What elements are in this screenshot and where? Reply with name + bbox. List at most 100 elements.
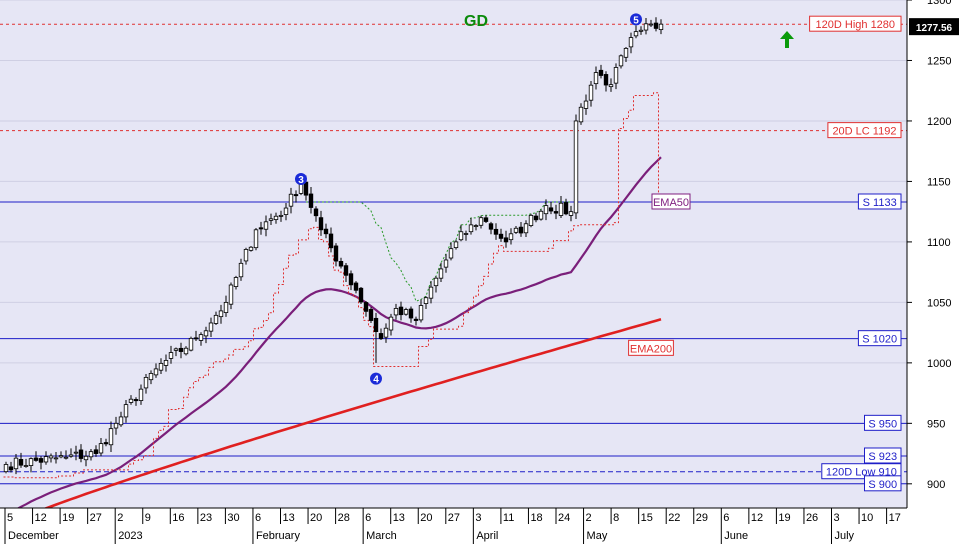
month-label-3: March bbox=[366, 530, 397, 542]
x-tick-label-1: 12 bbox=[35, 512, 47, 524]
candle-body-15 bbox=[78, 449, 84, 459]
level-label-7: S 900 bbox=[868, 479, 897, 491]
candle-body-65 bbox=[328, 233, 334, 249]
x-tick-label-20: 24 bbox=[558, 512, 570, 524]
candle-body-87 bbox=[438, 268, 444, 279]
ema-label-box-0 bbox=[651, 193, 691, 210]
donchian-channel-line bbox=[306, 201, 571, 302]
x-tick-label-26: 6 bbox=[723, 512, 729, 524]
candle-body-1 bbox=[8, 466, 14, 471]
x-tick-label-24: 22 bbox=[668, 512, 680, 524]
candle-body-78 bbox=[393, 308, 399, 316]
x-tick-label-3: 27 bbox=[90, 512, 102, 524]
level-label-box-7 bbox=[864, 475, 902, 492]
candle-body-54 bbox=[273, 215, 279, 220]
candle-body-9 bbox=[48, 455, 54, 459]
candle-body-12 bbox=[63, 456, 69, 459]
candle-body-63 bbox=[318, 217, 324, 231]
candle-body-94 bbox=[473, 225, 479, 227]
level-label-5: S 923 bbox=[868, 451, 897, 463]
x-tick-label-12: 28 bbox=[338, 512, 350, 524]
candle-body-38 bbox=[193, 337, 199, 340]
y-tick-label-4: 1100 bbox=[927, 237, 951, 249]
candle-body-77 bbox=[388, 316, 394, 331]
candle-body-34 bbox=[173, 348, 179, 351]
x-tick-label-6: 16 bbox=[172, 512, 184, 524]
candle-body-117 bbox=[588, 84, 594, 101]
wave-label-2: 5 bbox=[633, 15, 639, 26]
candle-body-49 bbox=[248, 246, 254, 251]
plot-background bbox=[0, 0, 907, 508]
candle-body-107 bbox=[538, 210, 544, 220]
candle-body-81 bbox=[408, 308, 414, 319]
candle-body-92 bbox=[463, 233, 469, 235]
x-tick-label-8: 30 bbox=[227, 512, 239, 524]
y-tick-label-7: 1250 bbox=[927, 55, 951, 67]
candle-body-91 bbox=[458, 231, 464, 241]
x-tick-label-28: 19 bbox=[778, 512, 790, 524]
wave-marker-1 bbox=[370, 372, 382, 385]
x-tick-label-0: 5 bbox=[7, 512, 13, 524]
candle-body-75 bbox=[378, 333, 384, 340]
candle-body-114 bbox=[573, 120, 579, 214]
chart-title: GD bbox=[464, 13, 488, 30]
candle-body-126 bbox=[633, 31, 639, 37]
candle-body-17 bbox=[88, 451, 94, 458]
x-tick-label-29: 26 bbox=[806, 512, 818, 524]
x-tick-label-21: 2 bbox=[586, 512, 592, 524]
candle-body-118 bbox=[593, 72, 599, 85]
candle-body-60 bbox=[303, 181, 309, 196]
candle-body-99 bbox=[498, 233, 504, 239]
candle-body-125 bbox=[628, 37, 634, 48]
y-tick-label-8: 1300 bbox=[927, 0, 951, 7]
candle-body-4 bbox=[23, 465, 29, 467]
candle-body-82 bbox=[413, 318, 419, 321]
candle-body-130 bbox=[653, 22, 659, 29]
candle-body-26 bbox=[133, 399, 139, 402]
candle-body-95 bbox=[478, 217, 484, 226]
month-label-2: February bbox=[256, 530, 301, 542]
candle-body-13 bbox=[68, 454, 74, 457]
candle-body-90 bbox=[453, 241, 459, 249]
candle-body-0 bbox=[3, 464, 9, 473]
candle-body-23 bbox=[118, 416, 124, 426]
level-label-box-5 bbox=[864, 447, 902, 464]
candle-body-37 bbox=[188, 337, 194, 351]
wave-label-0: 3 bbox=[298, 175, 304, 186]
candle-body-33 bbox=[168, 352, 174, 359]
level-label-4: S 950 bbox=[868, 418, 897, 430]
x-tick-label-16: 27 bbox=[448, 512, 460, 524]
candle-body-98 bbox=[493, 228, 499, 235]
candle-body-56 bbox=[283, 207, 289, 215]
candle-body-5 bbox=[28, 458, 34, 466]
x-tick-label-14: 13 bbox=[393, 512, 405, 524]
month-label-5: May bbox=[587, 530, 608, 542]
candlesticks bbox=[3, 17, 664, 475]
candle-body-80 bbox=[403, 309, 409, 315]
candle-body-24 bbox=[123, 404, 129, 418]
candle-body-2 bbox=[13, 457, 19, 470]
x-tick-label-17: 3 bbox=[475, 512, 481, 524]
wave-label-1: 4 bbox=[373, 375, 379, 386]
candle-body-111 bbox=[558, 202, 564, 216]
candle-body-69 bbox=[348, 273, 354, 286]
level-label-box-6 bbox=[821, 463, 902, 480]
candle-body-71 bbox=[358, 287, 364, 303]
candle-body-128 bbox=[643, 23, 649, 31]
candle-body-48 bbox=[243, 249, 249, 262]
candle-body-42 bbox=[213, 314, 219, 324]
candle-body-86 bbox=[433, 277, 439, 287]
x-tick-label-22: 8 bbox=[613, 512, 619, 524]
candle-body-103 bbox=[518, 226, 524, 234]
candle-body-11 bbox=[58, 455, 64, 458]
x-tick-label-5: 9 bbox=[145, 512, 151, 524]
level-label-2: S 1133 bbox=[863, 197, 897, 209]
chart-annotations: 120D High 1280 20D LC 1192 S 1133 S 1020 S 9… bbox=[295, 13, 902, 492]
level-label-3: S 1020 bbox=[862, 334, 897, 346]
x-tick-label-2: 19 bbox=[62, 512, 74, 524]
candle-body-100 bbox=[503, 237, 509, 243]
ema-label-box-1 bbox=[628, 339, 674, 356]
candle-body-101 bbox=[508, 233, 514, 241]
candle-body-32 bbox=[163, 360, 169, 366]
